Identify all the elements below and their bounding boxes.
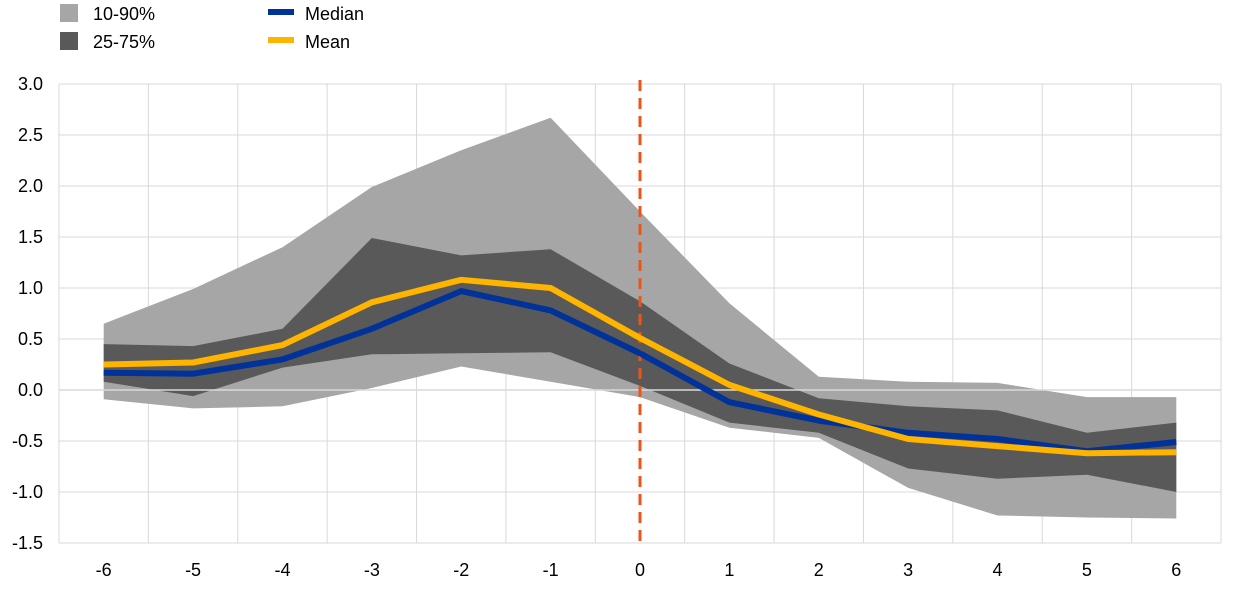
x-tick-label: 2 (814, 560, 824, 580)
x-tick-label: -6 (96, 560, 112, 580)
x-tick-label: 5 (1082, 560, 1092, 580)
legend: 10-90% 25-75% Median Mean (60, 4, 364, 52)
x-tick-label: 4 (993, 560, 1003, 580)
x-axis-ticks: -6 -5 -4 -3 -2 -1 0 1 2 3 4 5 6 (96, 560, 1182, 580)
y-tick-label: 0.0 (18, 380, 43, 400)
y-tick-label: 0.5 (18, 329, 43, 349)
y-tick-label: 2.5 (18, 125, 43, 145)
y-tick-label: 1.0 (18, 278, 43, 298)
x-tick-label: -1 (543, 560, 559, 580)
y-tick-label: -1.0 (12, 482, 43, 502)
legend-label-25-75: 25-75% (93, 32, 155, 52)
y-tick-label: 2.0 (18, 176, 43, 196)
y-tick-label: -0.5 (12, 431, 43, 451)
legend-label-median: Median (305, 4, 364, 24)
series-line-median (103, 288, 1177, 455)
y-tick-label: -1.5 (12, 533, 43, 553)
x-tick-label: 0 (635, 560, 645, 580)
x-tick-label: 3 (903, 560, 913, 580)
x-tick-label: -3 (364, 560, 380, 580)
legend-label-10-90: 10-90% (93, 4, 155, 24)
y-tick-label: 1.5 (18, 227, 43, 247)
legend-swatch-median (268, 9, 294, 15)
y-tick-label: 3.0 (18, 74, 43, 94)
legend-swatch-10-90 (60, 4, 78, 22)
legend-swatch-mean (268, 37, 294, 43)
x-tick-label: -5 (185, 560, 201, 580)
x-tick-label: 1 (724, 560, 734, 580)
y-axis-ticks: 3.0 2.5 2.0 1.5 1.0 0.5 0.0 -0.5 -1.0 -1.5 (12, 74, 43, 553)
series-lines (103, 276, 1177, 457)
legend-label-mean: Mean (305, 32, 350, 52)
x-tick-label: -2 (453, 560, 469, 580)
x-tick-label: -4 (274, 560, 290, 580)
x-tick-label: 6 (1171, 560, 1181, 580)
series-line-mean (103, 276, 1177, 457)
legend-swatch-25-75 (60, 32, 78, 50)
